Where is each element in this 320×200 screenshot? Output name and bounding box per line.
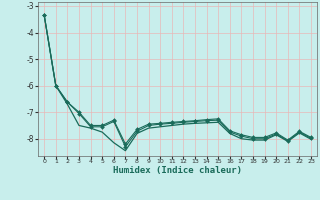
X-axis label: Humidex (Indice chaleur): Humidex (Indice chaleur) — [113, 166, 242, 175]
